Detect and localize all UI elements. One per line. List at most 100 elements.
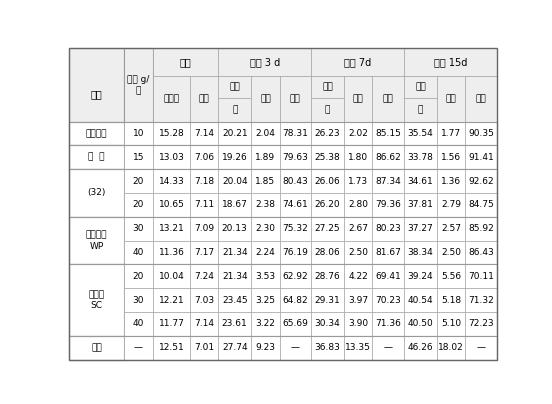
Text: 20: 20	[133, 272, 144, 281]
Text: 1.80: 1.80	[348, 153, 368, 162]
Bar	[69, 217, 124, 264]
Text: 防效: 防效	[476, 95, 486, 103]
Bar	[153, 240, 190, 264]
Bar	[280, 264, 311, 288]
Bar	[437, 145, 465, 169]
Text: 1.77: 1.77	[441, 129, 461, 138]
Text: 21.34: 21.34	[222, 248, 247, 257]
Text: 2.50: 2.50	[441, 248, 461, 257]
Bar	[124, 264, 153, 288]
Bar	[218, 336, 251, 360]
Bar	[190, 312, 218, 336]
Bar	[280, 288, 311, 312]
Bar	[280, 336, 311, 360]
Bar	[153, 48, 218, 76]
Bar	[465, 264, 497, 288]
Text: 62.92: 62.92	[283, 272, 308, 281]
Text: 2.30: 2.30	[256, 224, 275, 233]
Text: 40.54: 40.54	[407, 296, 433, 305]
Bar	[124, 312, 153, 336]
Bar	[373, 240, 404, 264]
Bar	[280, 240, 311, 264]
Text: 78.31: 78.31	[283, 129, 308, 138]
Text: 91.41: 91.41	[468, 153, 494, 162]
Bar	[124, 193, 153, 217]
Text: 吵氧菌酯: 吵氧菌酯	[86, 129, 107, 138]
Bar	[404, 240, 437, 264]
Text: 10.04: 10.04	[158, 272, 184, 281]
Text: 18.02: 18.02	[438, 343, 464, 352]
Text: —: —	[476, 343, 486, 352]
Bar	[218, 145, 251, 169]
Text: 病指: 病指	[446, 95, 457, 103]
Text: 28.06: 28.06	[315, 248, 341, 257]
Bar	[190, 288, 218, 312]
Bar	[373, 288, 404, 312]
Text: 15: 15	[133, 153, 144, 162]
Text: 80.43: 80.43	[283, 177, 308, 185]
Bar	[153, 169, 190, 193]
Bar	[344, 122, 373, 145]
Bar	[437, 169, 465, 193]
Text: 3.22: 3.22	[256, 320, 275, 328]
Bar	[124, 288, 153, 312]
Bar	[190, 76, 218, 122]
Text: 71.36: 71.36	[375, 320, 401, 328]
Text: 33.78: 33.78	[407, 153, 433, 162]
Bar	[251, 217, 280, 240]
Bar	[69, 169, 124, 217]
Text: 14.33: 14.33	[158, 177, 184, 185]
Text: 7.17: 7.17	[194, 248, 214, 257]
Bar	[344, 288, 373, 312]
Bar	[437, 264, 465, 288]
Bar	[69, 145, 497, 169]
Text: —: —	[291, 343, 300, 352]
Text: 3.25: 3.25	[256, 296, 275, 305]
Text: 12.21: 12.21	[158, 296, 184, 305]
Text: 13.21: 13.21	[158, 224, 184, 233]
Bar	[465, 336, 497, 360]
Bar	[251, 240, 280, 264]
Text: 20: 20	[133, 200, 144, 209]
Bar	[373, 169, 404, 193]
Bar	[69, 217, 497, 264]
Bar	[311, 98, 344, 122]
Text: 13.03: 13.03	[158, 153, 184, 162]
Text: 20.04: 20.04	[222, 177, 247, 185]
Text: 30.34: 30.34	[315, 320, 341, 328]
Bar	[124, 122, 153, 145]
Bar	[311, 76, 344, 98]
Bar	[124, 217, 153, 240]
Text: —: —	[134, 343, 143, 352]
Bar	[344, 217, 373, 240]
Text: 13.35: 13.35	[346, 343, 371, 352]
Bar	[437, 336, 465, 360]
Bar	[280, 217, 311, 240]
Bar	[437, 240, 465, 264]
Text: 80.23: 80.23	[375, 224, 401, 233]
Bar	[344, 264, 373, 288]
Bar	[190, 169, 218, 193]
Text: 2.24: 2.24	[256, 248, 275, 257]
Bar	[218, 48, 311, 76]
Bar	[69, 122, 124, 145]
Bar	[69, 336, 497, 360]
Bar	[69, 264, 124, 336]
Bar	[404, 98, 437, 122]
Text: 1.89: 1.89	[256, 153, 275, 162]
Bar	[404, 48, 497, 76]
Bar	[311, 336, 344, 360]
Text: 病叶害: 病叶害	[163, 95, 179, 103]
Text: 38.34: 38.34	[407, 248, 433, 257]
Bar	[124, 169, 153, 193]
Text: 40: 40	[133, 320, 144, 328]
Bar	[373, 145, 404, 169]
Bar	[251, 76, 280, 122]
Text: 20: 20	[133, 177, 144, 185]
Text: 92.62: 92.62	[468, 177, 494, 185]
Bar	[69, 169, 497, 217]
Bar	[190, 217, 218, 240]
Bar	[465, 145, 497, 169]
Text: 40: 40	[133, 248, 144, 257]
Bar	[344, 169, 373, 193]
